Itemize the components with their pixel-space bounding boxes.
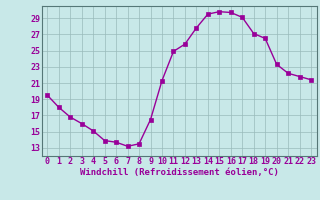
X-axis label: Windchill (Refroidissement éolien,°C): Windchill (Refroidissement éolien,°C)	[80, 168, 279, 177]
